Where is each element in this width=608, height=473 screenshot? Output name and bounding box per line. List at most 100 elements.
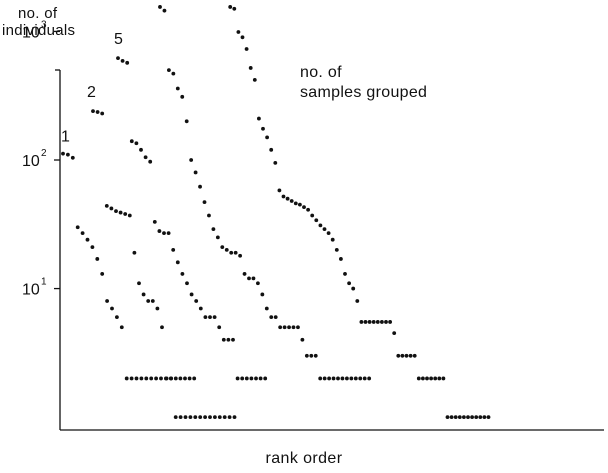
point-s2-r20 xyxy=(178,376,183,381)
point-s20-r7 xyxy=(244,47,249,51)
point-s10-r44 xyxy=(349,376,354,381)
point-s2-r14 xyxy=(150,299,155,303)
point-s1-r31 xyxy=(208,415,212,420)
point-s20-r49 xyxy=(416,376,421,381)
point-s5-r24 xyxy=(221,337,226,342)
point-s2-r12 xyxy=(141,292,146,297)
point-s5-r23 xyxy=(217,325,222,330)
y-axis-label-line-1: no. of xyxy=(18,5,58,22)
point-s10-r17 xyxy=(229,250,234,255)
point-s20-r30 xyxy=(339,257,343,261)
point-s10-r19 xyxy=(238,253,243,258)
point-s10-r42 xyxy=(340,376,345,381)
point-s1-r25 xyxy=(178,415,183,420)
point-s2-r9 xyxy=(127,213,132,218)
point-s10-r29 xyxy=(282,325,287,330)
point-s10-r47 xyxy=(362,376,367,381)
point-s2-r17 xyxy=(164,376,169,381)
series-label-2: 2 xyxy=(87,84,96,101)
point-s20-r48 xyxy=(412,353,417,358)
point-s1-r16 xyxy=(134,376,139,381)
point-s20-r35 xyxy=(359,320,364,324)
point-s5-r26 xyxy=(231,337,235,342)
point-s2-r6 xyxy=(114,209,118,214)
point-s5-r31 xyxy=(254,376,258,381)
series-label-5: 5 xyxy=(114,31,123,48)
point-s1-r2 xyxy=(66,152,70,157)
point-s10-r34 xyxy=(304,353,309,358)
point-s20-r40 xyxy=(380,320,384,324)
point-s5-r20 xyxy=(203,315,208,319)
point-s20-r6 xyxy=(240,35,245,40)
point-s2-r15 xyxy=(155,306,160,311)
point-s20-r43 xyxy=(392,331,397,336)
point-s20-r44 xyxy=(396,353,401,358)
point-s20-r25 xyxy=(318,223,323,228)
point-s2-r19 xyxy=(173,376,178,381)
y-tick-exponent-2: 3 xyxy=(41,19,47,30)
point-s5-r7 xyxy=(143,155,148,160)
point-s10-r45 xyxy=(353,376,358,381)
point-s5-r14 xyxy=(175,260,180,265)
point-s1-r6 xyxy=(85,237,90,242)
point-s20-r12 xyxy=(265,135,269,140)
point-s5-r2 xyxy=(120,58,125,63)
point-s1-r19 xyxy=(149,376,154,381)
point-s20-r24 xyxy=(314,218,319,223)
point-s1-r5 xyxy=(80,231,85,236)
point-s20-r9 xyxy=(252,77,257,82)
point-s5-r5 xyxy=(134,141,139,146)
point-s2-r11 xyxy=(137,281,141,286)
point-s5-r17 xyxy=(189,292,194,297)
point-s20-r33 xyxy=(351,286,356,291)
point-s10-r2 xyxy=(162,8,167,13)
point-s1-r27 xyxy=(188,415,193,420)
point-s5-r12 xyxy=(166,231,171,236)
point-s20-r20 xyxy=(298,202,302,207)
point-s1-r30 xyxy=(203,415,208,420)
point-s10-r26 xyxy=(269,315,274,319)
point-s10-r39 xyxy=(327,376,331,381)
point-s10-r5 xyxy=(175,86,180,91)
point-s5-r25 xyxy=(226,337,231,342)
point-s5-r10 xyxy=(157,229,162,233)
point-s20-r55 xyxy=(441,376,446,381)
point-s1-r21 xyxy=(159,376,163,381)
point-s20-r27 xyxy=(326,231,331,236)
point-s20-r21 xyxy=(302,205,306,210)
point-s1-r13 xyxy=(119,325,124,330)
point-s2-r7 xyxy=(118,210,123,215)
point-s10-r25 xyxy=(264,306,269,311)
x-axis-label: rank order xyxy=(265,450,343,467)
point-s5-r29 xyxy=(244,376,249,381)
point-s10-r27 xyxy=(273,315,278,319)
point-s5-r19 xyxy=(198,306,203,311)
point-s1-r10 xyxy=(105,299,109,303)
point-s10-r48 xyxy=(367,376,372,381)
point-s10-r43 xyxy=(345,376,349,381)
point-s20-r51 xyxy=(425,376,429,381)
point-s2-r8 xyxy=(123,212,128,216)
point-s10-r18 xyxy=(233,250,238,255)
point-s20-r15 xyxy=(277,188,282,193)
point-s2-r2 xyxy=(95,110,100,114)
point-s20-r64 xyxy=(478,415,483,420)
point-s20-r18 xyxy=(289,199,294,203)
point-s2-r22 xyxy=(187,376,192,381)
point-s10-r13 xyxy=(211,227,216,232)
point-s1-r11 xyxy=(110,306,114,311)
y-tick-label-1: 10 xyxy=(22,153,40,170)
point-s10-r28 xyxy=(278,325,283,330)
series-10: 10 xyxy=(158,5,372,381)
point-s10-r24 xyxy=(260,292,265,297)
point-s10-r8 xyxy=(189,158,194,162)
point-s1-r18 xyxy=(144,376,149,381)
point-s10-r11 xyxy=(202,200,207,205)
point-s1-r33 xyxy=(217,415,222,420)
point-s5-r18 xyxy=(194,299,199,303)
point-s10-r7 xyxy=(184,119,189,124)
point-s20-r47 xyxy=(408,353,413,358)
point-s5-r33 xyxy=(263,376,268,381)
point-s1-r14 xyxy=(124,376,129,381)
